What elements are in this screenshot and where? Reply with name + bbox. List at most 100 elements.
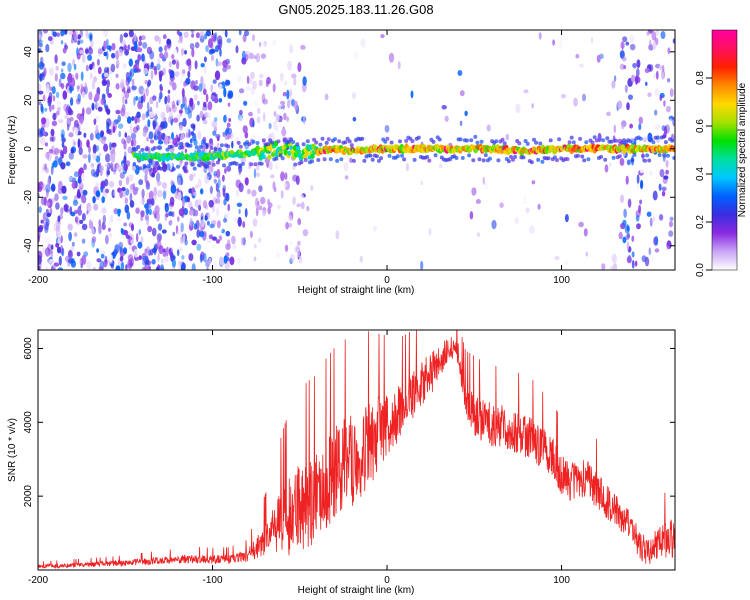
- spectrogram-cell: [531, 180, 536, 185]
- spectrogram-cell: [158, 70, 164, 77]
- spectrogram-halo-cell: [333, 137, 337, 142]
- spectrogram-cell: [94, 92, 100, 102]
- snr-series-line: [38, 330, 675, 570]
- spectrogram-cell: [61, 141, 65, 148]
- spectrogram-halo-cell: [488, 156, 492, 161]
- spectrogram-halo-cell: [219, 143, 224, 148]
- spectrogram-halo-cell: [205, 164, 210, 169]
- spectrogram-cell: [631, 235, 635, 242]
- spectrogram-cell: [41, 117, 47, 125]
- spectrogram-cell: [636, 68, 640, 78]
- spectrogram-cell: [611, 80, 616, 89]
- spectrogram-cell: [135, 118, 141, 123]
- spectrogram-cell: [89, 132, 94, 141]
- spectrogram-cell: [157, 223, 163, 231]
- spectrogram-cell: [77, 93, 81, 103]
- spectrogram-cell: [564, 260, 569, 265]
- spectrogram-cell: [186, 196, 190, 203]
- spectrogram-cell: [251, 134, 255, 141]
- spectrogram-cell: [104, 163, 110, 168]
- spectrogram-cell: [155, 212, 160, 222]
- spectrogram-cell: [146, 136, 150, 142]
- spectrogram-cell: [638, 116, 643, 125]
- spectrogram-cell: [123, 140, 127, 150]
- spectrogram-cell: [287, 60, 292, 71]
- spectrogram-cell: [131, 85, 137, 91]
- spectrogram-halo-cell: [270, 140, 275, 145]
- spectrogram-halo-cell: [601, 138, 606, 143]
- spectrogram-cell: [78, 39, 84, 44]
- spectrogram-cell: [439, 163, 443, 169]
- spectrogram-cell: [302, 229, 309, 237]
- spectrogram-cell: [257, 201, 260, 206]
- spectrogram-cell: [159, 85, 163, 92]
- spectrogram-halo-cell: [506, 159, 511, 164]
- spectrogram-cell: [296, 203, 302, 208]
- spectrogram-cell: [49, 136, 54, 142]
- spectrogram-cell: [668, 230, 674, 238]
- spectrogram-cell: [420, 180, 424, 186]
- spectrogram-cell: [161, 117, 167, 122]
- spectrogram-cell: [87, 54, 93, 61]
- spectrogram-cell: [211, 120, 218, 128]
- spectrogram-cell: [153, 186, 158, 197]
- spectrogram-cell: [137, 54, 142, 61]
- spectrogram-cell: [289, 254, 296, 262]
- spectrogram-cell: [117, 217, 122, 223]
- spectrogram-cell: [149, 50, 155, 60]
- spectrogram-cell: [125, 234, 131, 239]
- spectrogram-cell: [42, 234, 47, 244]
- spectrogram-cell: [262, 98, 269, 105]
- spectrogram-halo-cell: [402, 157, 407, 162]
- colorbar-tick-label: 0.4: [695, 167, 706, 181]
- spectrogram-cell: [156, 233, 162, 242]
- spectrogram-cell: [623, 208, 627, 218]
- spectrogram-cell: [39, 130, 44, 138]
- spectrogram-cell: [578, 63, 584, 68]
- spectrogram-cell: [52, 95, 56, 102]
- spectrogram-cell: [159, 52, 164, 59]
- spectrogram-cell: [471, 187, 477, 196]
- spectrogram-cell: [129, 192, 133, 202]
- spectrogram-cell: [484, 181, 488, 190]
- spectrogram-cell: [106, 118, 112, 127]
- spectrogram-halo-cell: [312, 137, 317, 142]
- spectrogram-halo-cell: [532, 137, 536, 142]
- spectrogram-cell: [482, 176, 485, 185]
- spectrogram-halo-cell: [360, 136, 365, 141]
- spectrogram-cell: [183, 96, 187, 105]
- spectrogram-halo-cell: [207, 161, 212, 166]
- spectrogram-cell: [242, 125, 248, 134]
- spectrogram-cell: [152, 95, 157, 101]
- spectrogram-halo-cell: [173, 143, 178, 148]
- spectrogram-cell: [275, 125, 279, 133]
- spectrogram-cell: [120, 261, 125, 270]
- spectrogram-cell: [145, 264, 149, 270]
- spectrogram-cell: [212, 79, 217, 84]
- spectrogram-cell: [66, 117, 72, 128]
- spectrogram-cell: [85, 64, 89, 72]
- spectrogram-cell: [525, 207, 530, 214]
- colorbar-tick-label: 0.2: [695, 215, 706, 229]
- spectrogram-halo-cell: [385, 136, 390, 141]
- spectrogram-cell: [164, 202, 169, 208]
- spectrogram-cell: [181, 88, 185, 98]
- spectrogram-cell: [102, 214, 107, 224]
- spectrogram-cell: [147, 79, 152, 86]
- spectrogram-cell: [90, 162, 95, 168]
- spectrogram-cell: [179, 124, 183, 131]
- spectrogram-cell: [198, 83, 203, 92]
- spectrogram-cell: [61, 185, 67, 194]
- spectrogram-cell: [649, 217, 653, 227]
- spectrogram-cell: [178, 183, 184, 191]
- spectrogram-cell: [108, 128, 113, 136]
- spectrogram-cell: [56, 32, 60, 37]
- spectrogram-cell: [98, 152, 102, 157]
- spectrogram-cell: [244, 54, 249, 61]
- spectrogram-cell: [660, 31, 666, 39]
- spectrogram-cell: [187, 110, 193, 119]
- spectrogram-cell: [123, 163, 128, 171]
- spectrogram-cell: [138, 255, 142, 260]
- spectrogram-cell: [61, 78, 64, 84]
- spectrogram-cell: [141, 188, 145, 198]
